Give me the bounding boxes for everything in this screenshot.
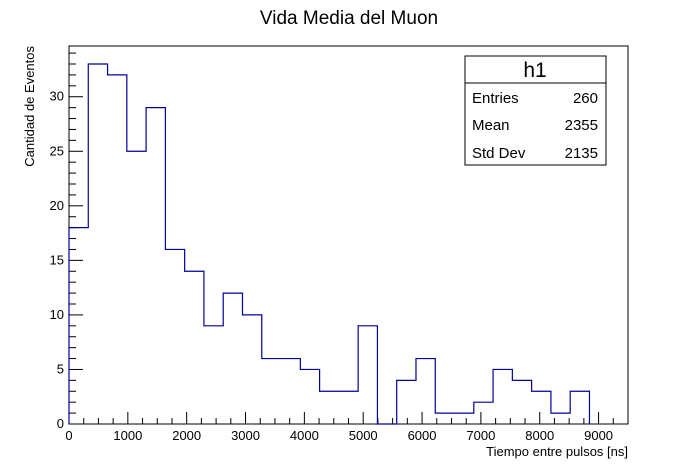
histogram-bin — [493, 369, 512, 424]
x-tick-label: 5000 — [349, 428, 378, 443]
histogram-bin — [397, 380, 416, 424]
x-tick-label: 9000 — [584, 428, 613, 443]
stats-entries-value: 260 — [573, 90, 598, 107]
histogram-bin — [262, 359, 281, 424]
histogram-bin — [108, 75, 127, 424]
stats-box-title: h1 — [523, 59, 546, 82]
stats-entries-label: Entries — [472, 90, 519, 107]
histogram-bin — [358, 326, 377, 424]
x-tick-label: 8000 — [525, 428, 554, 443]
histogram-bin — [474, 402, 493, 424]
histogram-bin — [455, 413, 474, 424]
x-axis-ticks: 0 1000 2000 3000 4000 5000 6000 7000 8000 9000 — [65, 412, 629, 443]
x-tick-label: 1000 — [113, 428, 142, 443]
histogram-bin — [223, 293, 242, 424]
histogram-bin — [300, 369, 319, 424]
x-tick-label: 3000 — [231, 428, 260, 443]
histogram-bin — [204, 326, 223, 424]
y-tick-label: 15 — [50, 252, 64, 267]
histogram-bin — [185, 271, 204, 424]
stats-box-frame — [464, 55, 607, 166]
stats-mean-label: Mean — [472, 117, 510, 134]
x-tick-label: 6000 — [408, 428, 437, 443]
y-axis-label: Cantidad de Eventos — [22, 46, 37, 167]
histogram-bin — [165, 249, 184, 424]
y-tick-label: 10 — [50, 307, 64, 322]
histogram-bin — [242, 315, 261, 424]
y-tick-label: 25 — [50, 143, 64, 158]
histogram-bin — [88, 64, 107, 424]
chart-title: Vida Media del Muon — [260, 8, 438, 29]
stats-stddev-value: 2135 — [565, 145, 598, 162]
stats-stddev-label: Std Dev — [472, 145, 526, 162]
histogram-bin — [281, 359, 300, 424]
x-axis-label: Tiempo entre pulsos [ns] — [486, 444, 628, 459]
histogram-bin — [570, 391, 589, 424]
histogram-bin — [127, 151, 146, 424]
y-tick-label: 30 — [50, 89, 64, 104]
histogram-bin — [416, 359, 435, 424]
histogram-outline — [68, 63, 591, 425]
y-tick-label: 20 — [50, 198, 64, 213]
y-axis-ticks: 0 5 10 15 20 25 30 — [50, 52, 83, 431]
y-tick-label: 0 — [57, 416, 64, 431]
histogram-bin — [551, 413, 570, 424]
histogram-bin — [320, 391, 339, 424]
histogram-bin — [512, 380, 531, 424]
stats-mean-value: 2355 — [565, 117, 598, 134]
x-tick-label: 0 — [65, 428, 72, 443]
x-tick-label: 4000 — [290, 428, 319, 443]
x-tick-label: 2000 — [172, 428, 201, 443]
histogram-bin — [532, 391, 551, 424]
x-tick-label: 7000 — [466, 428, 495, 443]
histogram-bin — [146, 108, 165, 424]
stats-box: h1 Entries 260 Mean 2355 Std Dev 2135 — [464, 55, 607, 166]
y-tick-label: 5 — [57, 361, 64, 376]
